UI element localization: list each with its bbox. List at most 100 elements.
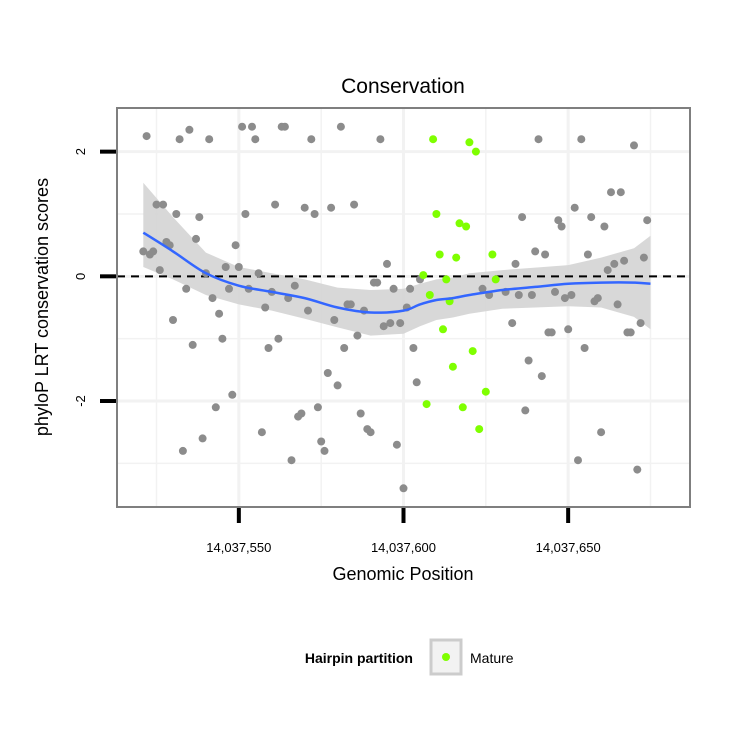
point-mature <box>419 271 428 280</box>
point-other <box>195 213 204 222</box>
point-other <box>350 200 359 209</box>
point-other <box>616 188 625 197</box>
point-other <box>290 281 299 290</box>
point-mature <box>465 138 474 147</box>
point-other <box>251 135 260 144</box>
point-other <box>514 291 523 299</box>
x-tick-label: 14,037,550 <box>206 540 271 555</box>
confidence-ribbon <box>143 182 651 336</box>
point-other <box>383 259 391 268</box>
point-other <box>300 203 309 212</box>
point-other <box>149 247 158 256</box>
point-other <box>560 294 569 303</box>
point-mature <box>462 222 471 231</box>
point-other <box>178 446 187 455</box>
point-other <box>583 250 592 259</box>
point-other <box>323 369 332 377</box>
y-axis-title: phyloP LRT conservation scores <box>32 178 52 436</box>
point-other <box>613 300 622 309</box>
point-other <box>264 344 273 352</box>
legend-label-mature: Mature <box>470 650 514 666</box>
point-other <box>610 259 619 268</box>
point-other <box>554 216 563 225</box>
point-other <box>531 247 540 256</box>
plot-panel <box>116 107 691 508</box>
point-mature <box>452 253 461 262</box>
point-other <box>274 334 283 343</box>
point-other <box>205 135 214 144</box>
point-other <box>182 284 191 293</box>
point-other <box>373 278 382 287</box>
point-other <box>297 409 306 418</box>
x-tick-label: 14,037,650 <box>536 540 601 555</box>
point-other <box>320 446 329 455</box>
data-points <box>139 122 652 493</box>
point-other <box>630 141 638 150</box>
point-other <box>521 406 530 415</box>
point-other <box>234 263 243 271</box>
point-other <box>185 125 194 134</box>
point-other <box>152 200 161 209</box>
point-other <box>600 222 609 231</box>
point-other <box>271 200 280 209</box>
panel-border <box>116 107 691 508</box>
point-other <box>257 428 266 437</box>
y-axis: -2 0 2 <box>73 148 116 407</box>
point-other <box>597 428 606 437</box>
y-tick-label: 2 <box>73 148 88 155</box>
point-other <box>580 344 589 352</box>
point-other <box>557 222 566 231</box>
point-other <box>511 259 520 268</box>
point-other <box>577 135 586 144</box>
point-other <box>366 428 375 437</box>
point-other <box>346 300 355 309</box>
point-other <box>551 287 559 296</box>
point-other <box>412 378 421 387</box>
point-other <box>603 266 612 275</box>
point-mature <box>481 387 490 396</box>
point-other <box>356 409 365 418</box>
point-other <box>537 372 546 381</box>
point-other <box>574 456 582 465</box>
chart-title: Conservation <box>341 75 465 98</box>
point-mature <box>455 219 464 228</box>
point-other <box>142 132 151 141</box>
point-other <box>155 266 164 275</box>
legend-dot-mature <box>442 653 450 661</box>
point-mature <box>439 325 447 334</box>
point-other <box>406 284 415 293</box>
point-other <box>392 440 401 449</box>
legend: Hairpin partition Mature <box>305 638 514 676</box>
point-other <box>254 269 263 278</box>
point-other <box>280 122 289 131</box>
point-mature <box>471 147 480 156</box>
point-other <box>215 309 224 318</box>
point-other <box>192 234 200 243</box>
point-other <box>527 291 536 299</box>
point-other <box>409 344 418 352</box>
point-other <box>287 456 296 465</box>
point-mature <box>422 400 431 409</box>
point-other <box>188 340 197 349</box>
legend-title: Hairpin partition <box>305 650 413 666</box>
point-mature <box>448 362 457 371</box>
point-other <box>175 135 184 144</box>
point-other <box>379 322 388 331</box>
point-other <box>313 403 322 412</box>
point-other <box>376 135 385 144</box>
point-other <box>643 216 652 225</box>
point-mature <box>468 347 477 356</box>
point-mature <box>429 135 438 144</box>
point-other <box>389 284 398 293</box>
y-tick-label: -2 <box>73 395 88 407</box>
point-other <box>317 437 326 446</box>
x-tick-label: 14,037,600 <box>371 540 436 555</box>
x-axis: 14,037,550 14,037,600 14,037,650 <box>206 508 601 555</box>
point-other <box>626 328 635 337</box>
point-other <box>396 319 405 328</box>
point-other <box>241 210 250 218</box>
point-other <box>333 381 342 390</box>
y-tick-label: 0 <box>73 273 88 280</box>
point-other <box>248 122 256 131</box>
point-other <box>353 331 362 340</box>
